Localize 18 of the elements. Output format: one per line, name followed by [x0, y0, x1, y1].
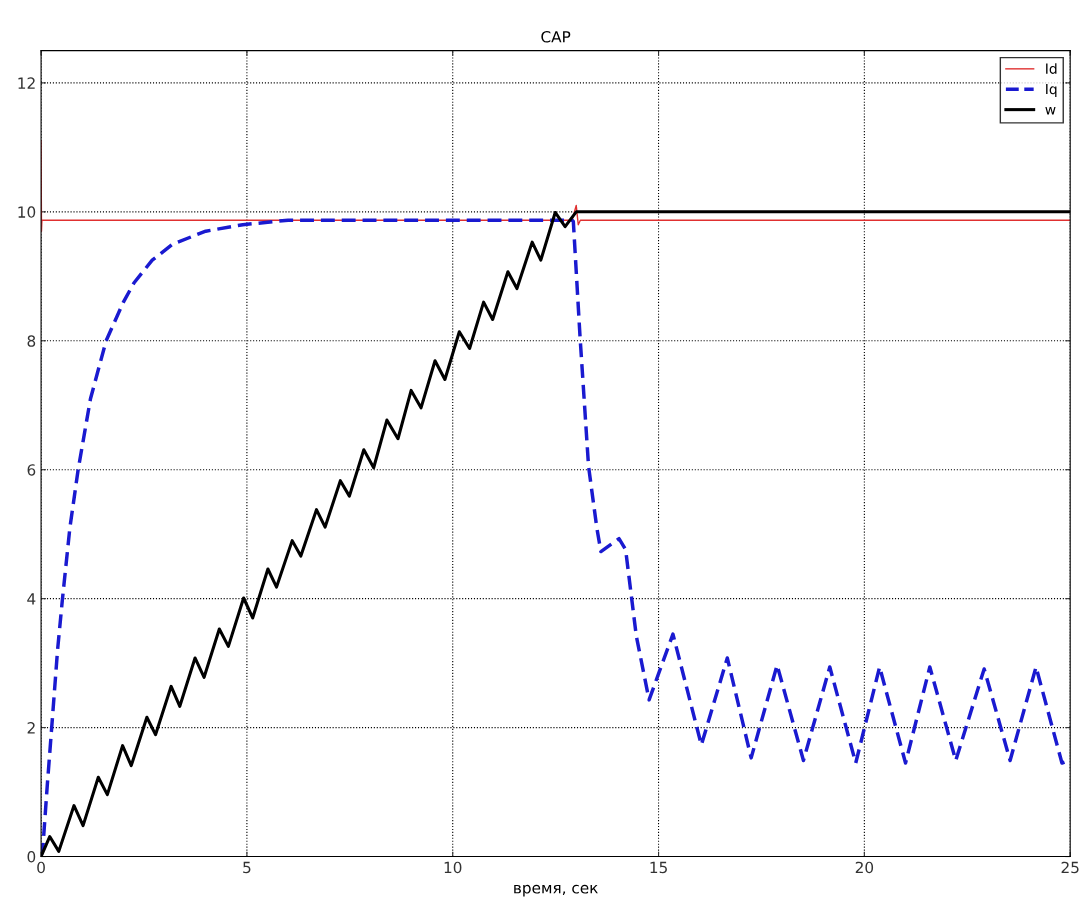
y-tick-label: 6 [27, 464, 36, 476]
legend-label: Id [1046, 63, 1057, 74]
y-tick-label: 0 [27, 851, 36, 863]
y-tick-label: 12 [18, 77, 35, 89]
x-axis-title: время, сек [514, 884, 598, 897]
x-tick-label: 15 [650, 861, 667, 874]
x-tick-label: 10 [444, 861, 462, 874]
y-tick-label: 2 [27, 722, 35, 734]
y-tick-label: 4 [27, 593, 36, 605]
x-tick-label: 20 [855, 861, 874, 874]
x-tick-label: 0 [37, 861, 45, 874]
x-tick-label: 25 [1061, 861, 1079, 874]
legend-label: w [1045, 106, 1056, 115]
legend-label: Iq [1046, 83, 1057, 97]
y-tick-label: 8 [27, 335, 36, 347]
chart-title: САР [541, 30, 571, 43]
y-tick-label: 10 [18, 206, 36, 218]
x-tick-label: 5 [243, 861, 251, 874]
